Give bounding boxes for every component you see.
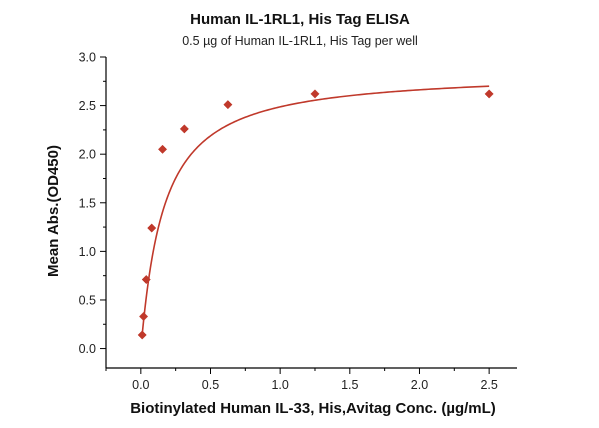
data-point: [310, 89, 320, 99]
tick-labels: 0.0 0.5 1.0 1.5 2.0 2.5 3.0 0.0 0.5 1.0 1.5 2.0 2.5: [79, 51, 498, 393]
chart-title: Human IL-1RL1, His Tag ELISA: [190, 11, 410, 28]
x-tick-label: 0.0: [132, 378, 149, 392]
x-tick-label: 2.5: [480, 378, 497, 392]
y-tick-label: 0.0: [79, 342, 96, 356]
x-tick-label: 1.5: [341, 378, 358, 392]
y-tick-label: 2.0: [79, 148, 96, 162]
y-tick-label: 2.5: [79, 99, 96, 113]
data-point: [137, 330, 147, 340]
y-tick-label: 0.5: [79, 293, 96, 307]
x-tick-label: 2.0: [411, 378, 428, 392]
tick-marks: [100, 56, 490, 374]
axes: [105, 57, 517, 369]
data-point: [158, 144, 168, 154]
x-axis-label: Biotinylated Human IL-33, His,Avitag Con…: [130, 400, 496, 417]
data-point: [484, 89, 494, 99]
x-tick-label: 1.0: [271, 378, 288, 392]
data-point: [141, 275, 151, 285]
y-tick-label: 3.0: [79, 51, 96, 65]
chart-subtitle: 0.5 µg of Human IL-1RL1, His Tag per wel…: [182, 34, 418, 48]
data-point: [147, 223, 157, 233]
data-point: [179, 124, 189, 134]
y-tick-label: 1.0: [79, 245, 96, 259]
y-tick-label: 1.5: [79, 196, 96, 210]
y-axis-label: Mean Abs.(OD450): [45, 145, 62, 277]
x-tick-label: 0.5: [202, 378, 219, 392]
data-point: [138, 311, 149, 322]
data-point: [223, 100, 233, 110]
data-points: [137, 89, 494, 340]
fit-curve: [141, 85, 490, 335]
